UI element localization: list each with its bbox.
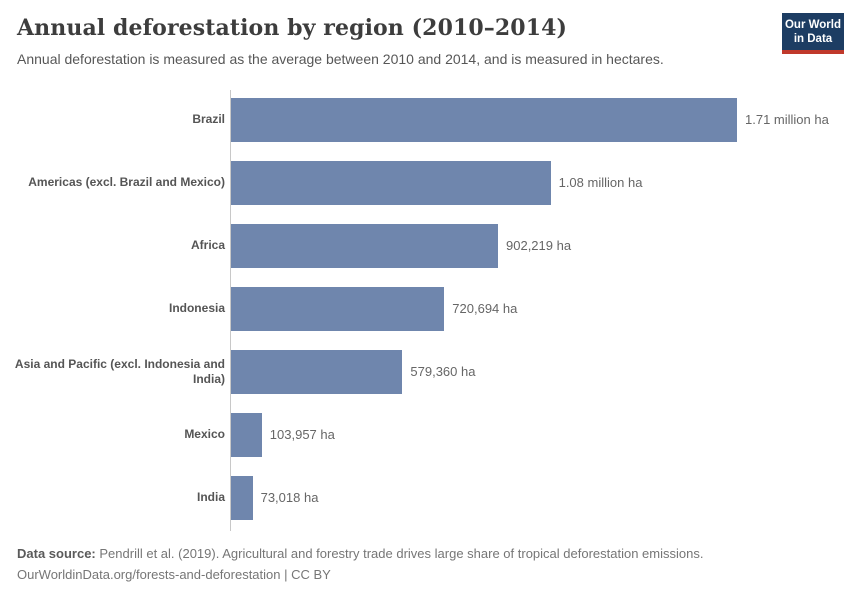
- bar-value: 1.08 million ha: [558, 175, 643, 190]
- bar[interactable]: [231, 475, 253, 520]
- bar[interactable]: [231, 160, 551, 205]
- bar-row: Americas (excl. Brazil and Mexico) 1.08 …: [0, 151, 850, 214]
- bar[interactable]: [231, 412, 262, 457]
- data-source-line: Data source: Pendrill et al. (2019). Agr…: [17, 543, 833, 564]
- owid-logo-line1: Our World: [784, 19, 841, 31]
- bar-value: 902,219 ha: [506, 238, 572, 253]
- bar-row: Africa 902,219 ha: [0, 214, 850, 277]
- bar[interactable]: [231, 349, 403, 394]
- page-title: Annual deforestation by region (2010–201…: [17, 15, 568, 41]
- chart-header: Annual deforestation by region (2010–201…: [17, 15, 760, 69]
- bar-label: India: [196, 490, 225, 504]
- bar-label: Americas (excl. Brazil and Mexico): [28, 175, 225, 189]
- data-source-text: Pendrill et al. (2019). Agricultural and…: [99, 546, 704, 561]
- y-axis-line: [230, 90, 231, 531]
- bar-row: Indonesia 720,694 ha: [0, 277, 850, 340]
- bar-label: Mexico: [184, 427, 225, 441]
- bar-value: 1.71 million ha: [745, 112, 829, 127]
- bar-label: Indonesia: [168, 301, 225, 315]
- bar-row: Mexico 103,957 ha: [0, 403, 850, 466]
- chart-footer: Data source: Pendrill et al. (2019). Agr…: [17, 543, 833, 585]
- bar-row: Asia and Pacific (excl. Indonesia and In…: [0, 340, 850, 403]
- bar-value: 720,694 ha: [452, 301, 518, 316]
- bar[interactable]: [231, 97, 737, 142]
- bar-rows-container: Brazil 1.71 million ha Americas (excl. B…: [0, 88, 850, 529]
- bar-row: Brazil 1.71 million ha: [0, 88, 850, 151]
- license-line: OurWorldinData.org/forests-and-deforesta…: [17, 567, 331, 582]
- chart-subtitle: Annual deforestation is measured as the …: [17, 51, 664, 68]
- bar-value: 73,018 ha: [260, 490, 319, 505]
- bar-label: Brazil: [192, 112, 225, 126]
- owid-logo-line2: in Data: [793, 33, 833, 45]
- bar-value: 579,360 ha: [410, 364, 476, 379]
- bar-chart: Brazil 1.71 million ha Americas (excl. B…: [0, 88, 850, 531]
- bar-label: Asia and Pacific (excl. Indonesia and In…: [14, 356, 225, 386]
- bar-value: 103,957 ha: [269, 427, 335, 442]
- bar[interactable]: [231, 286, 445, 331]
- bar[interactable]: [231, 223, 498, 268]
- bar-row: India 73,018 ha: [0, 466, 850, 529]
- owid-logo: Our World in Data: [782, 13, 844, 54]
- data-source-label: Data source:: [17, 546, 96, 561]
- bar-label: Africa: [190, 238, 225, 252]
